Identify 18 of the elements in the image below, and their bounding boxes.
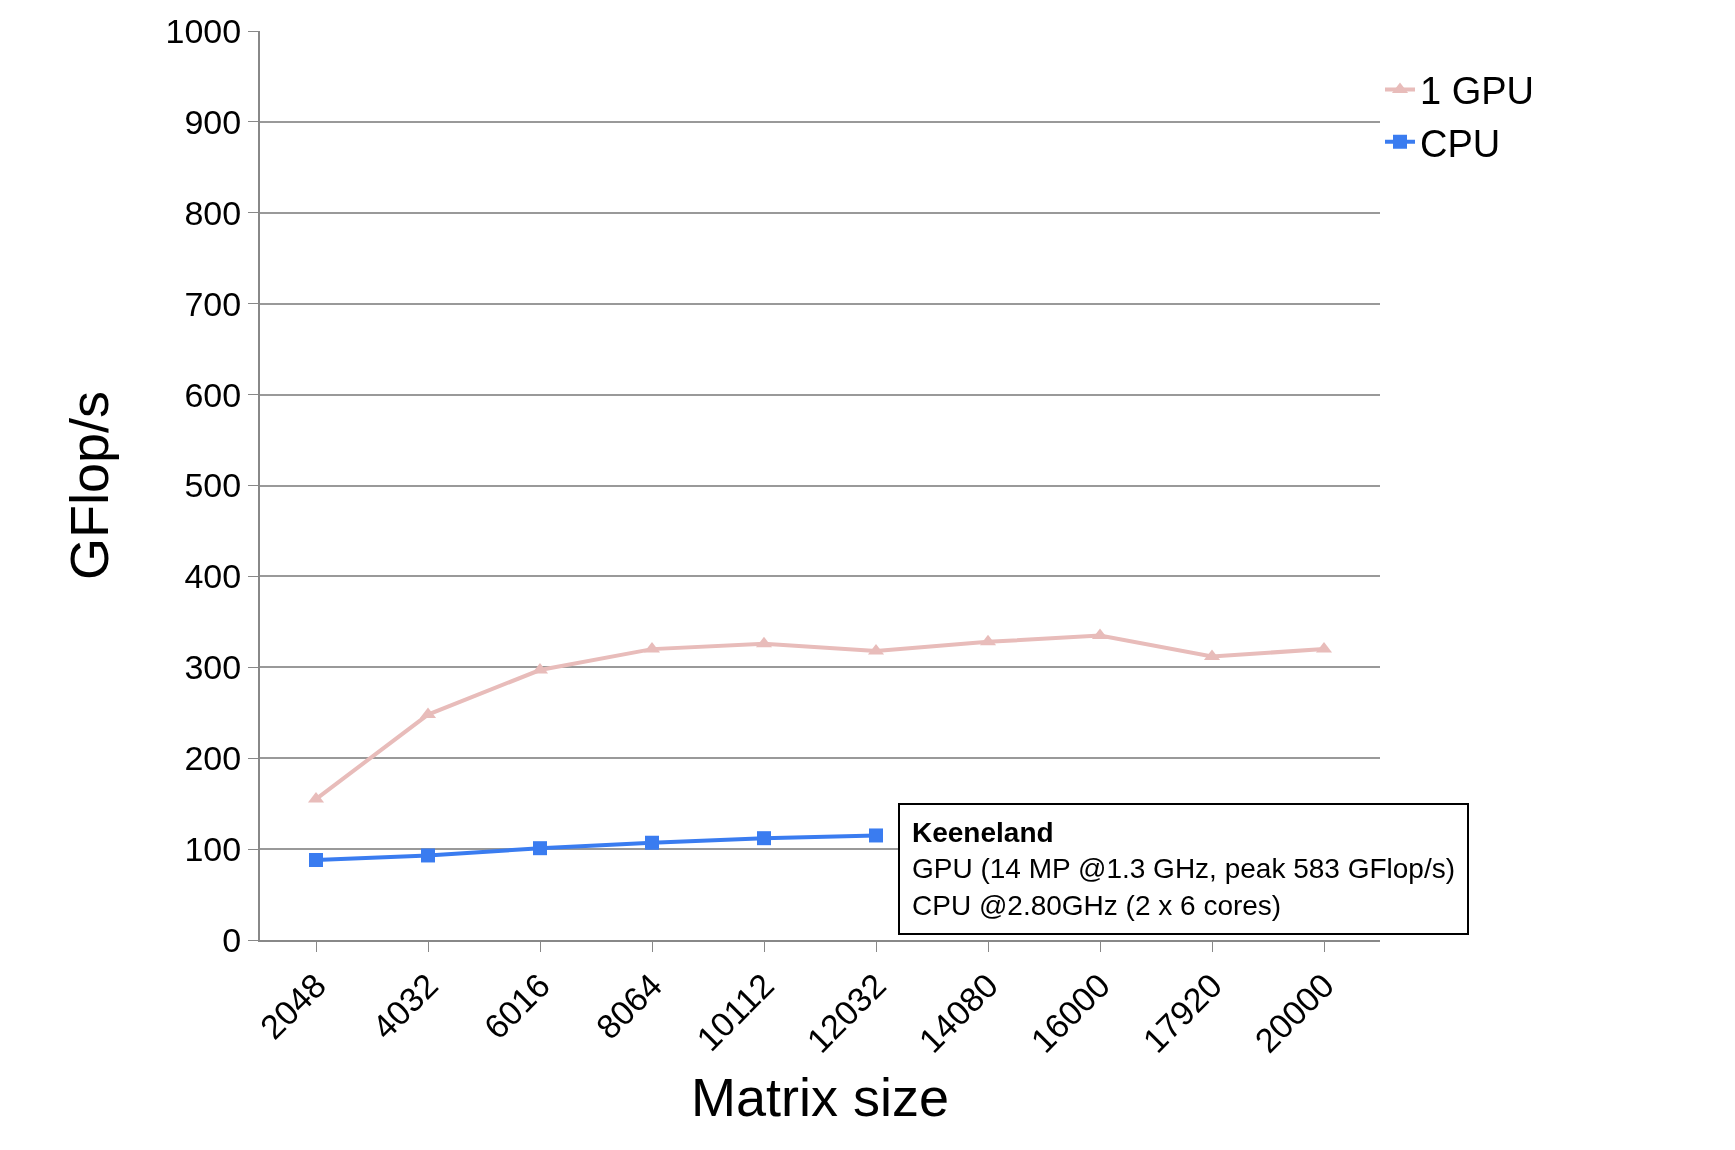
y-tick-label: 1000 [165, 11, 242, 50]
x-axis-title: Matrix size [690, 1067, 950, 1128]
y-tick-label: 700 [184, 284, 242, 323]
annotation: CPU @2.80GHz (2 x 6 cores) [912, 889, 1282, 921]
y-tick-label: 200 [184, 739, 242, 778]
annotation: Keeneland [912, 817, 1054, 848]
y-tick-label: 800 [184, 193, 242, 232]
y-tick-label: 100 [184, 830, 242, 868]
y-tick-label: 0 [222, 920, 242, 959]
y-tick-label: 400 [184, 557, 242, 596]
y-tick-label: 500 [184, 466, 242, 505]
annotation: GPU (14 MP @1.3 GHz, peak 583 GFlop/s) [912, 853, 1456, 885]
y-tick-label: 900 [184, 102, 242, 141]
legend-label: 1 GPU [1420, 70, 1535, 113]
y-axis-title: GFlop/s [58, 390, 119, 581]
y-tick-label: 600 [184, 375, 242, 414]
legend-label: CPU [1420, 122, 1501, 165]
y-tick-label: 300 [184, 648, 242, 687]
